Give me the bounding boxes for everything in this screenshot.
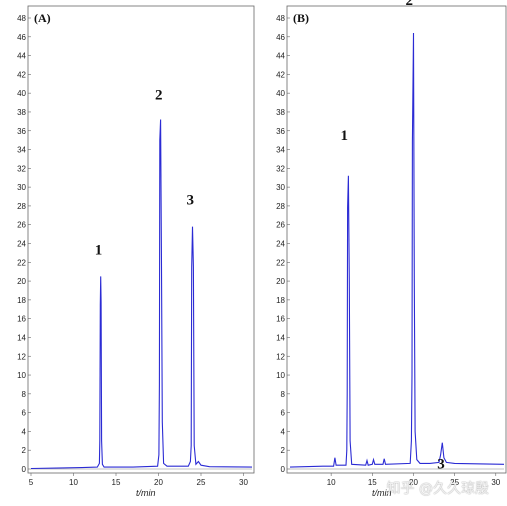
panel-a-y-tick-label: 44 <box>17 52 26 61</box>
panel-b-y-tick-label: 6 <box>281 409 286 418</box>
panel-b-y-tick-label: 12 <box>276 352 285 361</box>
panel-b-y-tick-label: 4 <box>281 427 286 436</box>
panel-a-y-tick-label: 48 <box>17 14 26 23</box>
panel-a-y-tick-label: 30 <box>17 183 26 192</box>
panel-a-frame <box>27 5 255 474</box>
panel-b-y-tick-label: 8 <box>281 390 286 399</box>
panel-b-title: (B) <box>293 11 309 25</box>
panel-b-x-axis-label: t/min <box>372 488 392 498</box>
panel-a-y-tick-label: 2 <box>22 446 27 455</box>
panel-a-chromatogram-trace <box>30 119 253 470</box>
panel-b-y-tick-label: 14 <box>276 333 285 342</box>
panel-a-x-tick-label: 5 <box>29 478 34 487</box>
panel-b-peak-label-1: 1 <box>340 128 348 144</box>
panel-a-y-tick-label: 46 <box>17 33 26 42</box>
panel-a-y-tick-label: 40 <box>17 89 26 98</box>
panel-a-x-tick-label: 20 <box>154 478 163 487</box>
panel-b-y-tick-label: 38 <box>276 108 285 117</box>
panel-a-y-tick-label: 20 <box>17 277 26 286</box>
panel-a-y-tick-label: 4 <box>22 427 27 436</box>
panel-b-y-tick-label: 44 <box>276 52 285 61</box>
panel-b: (B) t/min 024681012141618202224262830323… <box>276 0 507 498</box>
panel-a-y-tick-label: 12 <box>17 352 26 361</box>
panel-b-x-tick-label: 25 <box>450 478 459 487</box>
panel-b-y-tick-label: 22 <box>276 258 285 267</box>
panel-b-peak-label-3: 3 <box>437 457 445 473</box>
panel-a-y-tick-label: 22 <box>17 258 26 267</box>
panel-b-y-tick-label: 28 <box>276 202 285 211</box>
panel-b-y-tick-label: 46 <box>276 33 285 42</box>
panel-a: (A) t/min 024681012141618202224262830323… <box>17 5 255 498</box>
panel-b-y-tick-label: 2 <box>281 446 286 455</box>
watermark-text: 知乎 @久久琼殷 <box>386 481 489 497</box>
panel-b-y-tick-label: 32 <box>276 164 285 173</box>
panel-a-x-tick-label: 15 <box>112 478 121 487</box>
panel-a-peak-label-2: 2 <box>155 87 163 103</box>
panel-a-y-tick-label: 16 <box>17 315 26 324</box>
panel-b-y-tick-label: 48 <box>276 14 285 23</box>
panel-b-y-tick-label: 34 <box>276 146 285 155</box>
panel-a-y-tick-label: 28 <box>17 202 26 211</box>
panel-b-y-tick-label: 26 <box>276 221 285 230</box>
panel-b-x-tick-label: 15 <box>368 478 377 487</box>
panel-b-chromatogram-trace <box>289 32 505 468</box>
panel-a-y-tick-label: 6 <box>22 409 27 418</box>
panel-b-x-tick-label: 20 <box>409 478 418 487</box>
panel-a-title: (A) <box>34 11 51 25</box>
panel-a-y-tick-label: 36 <box>17 127 26 136</box>
panel-a-y-tick-label: 32 <box>17 164 26 173</box>
panel-a-y-tick-label: 14 <box>17 333 26 342</box>
panel-b-x-tick-label: 30 <box>491 478 500 487</box>
panel-b-y-tick-label: 36 <box>276 127 285 136</box>
panel-b-y-tick-label: 10 <box>276 371 285 380</box>
panel-a-peak-label-3: 3 <box>187 193 195 209</box>
panel-a-x-axis-label: t/min <box>136 488 156 498</box>
panel-b-y-tick-label: 0 <box>281 465 286 474</box>
panel-a-peak-label-1: 1 <box>95 242 103 258</box>
panel-a-y-tick-label: 42 <box>17 70 26 79</box>
panel-a-y-tick-label: 34 <box>17 146 26 155</box>
panel-b-y-tick-label: 42 <box>276 70 285 79</box>
panel-a-y-tick-label: 24 <box>17 240 26 249</box>
panel-a-x-tick-label: 30 <box>239 478 248 487</box>
panel-a-y-tick-label: 8 <box>22 390 27 399</box>
panel-a-y-tick-label: 0 <box>22 465 27 474</box>
panel-a-y-tick-label: 18 <box>17 296 26 305</box>
panel-b-y-tick-label: 16 <box>276 315 285 324</box>
panel-a-y-tick-label: 26 <box>17 221 26 230</box>
panel-b-y-tick-label: 20 <box>276 277 285 286</box>
panel-a-y-tick-label: 38 <box>17 108 26 117</box>
panel-b-peak-label-2: 2 <box>405 0 413 9</box>
panel-a-x-tick-label: 10 <box>69 478 78 487</box>
panel-b-x-tick-label: 10 <box>327 478 336 487</box>
panel-b-y-tick-label: 18 <box>276 296 285 305</box>
panel-b-y-tick-label: 24 <box>276 240 285 249</box>
panel-b-y-tick-label: 30 <box>276 183 285 192</box>
panel-b-y-tick-label: 40 <box>276 89 285 98</box>
panel-a-x-tick-label: 25 <box>197 478 206 487</box>
panel-b-frame <box>286 5 507 474</box>
panel-a-y-tick-label: 10 <box>17 371 26 380</box>
